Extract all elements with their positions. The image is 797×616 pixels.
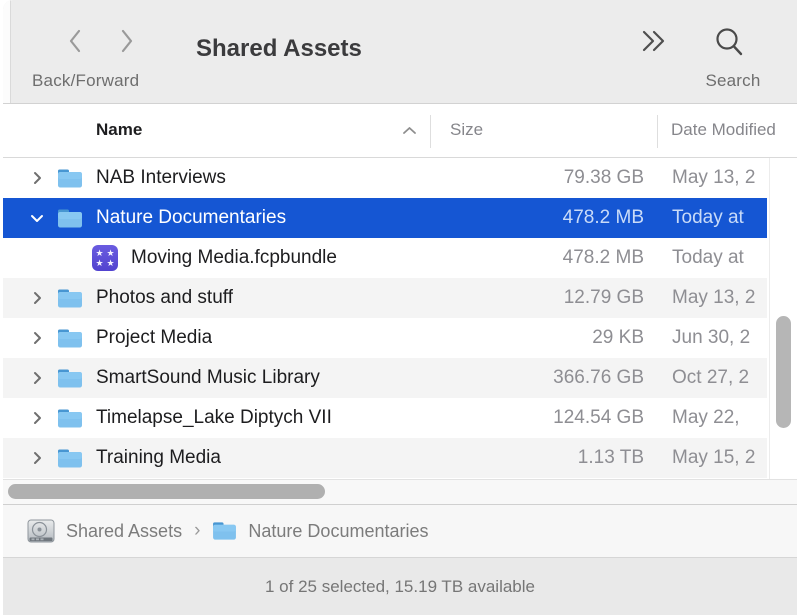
- disclosure-chevron-right-icon[interactable]: [30, 371, 44, 385]
- column-divider[interactable]: [430, 115, 431, 148]
- vertical-scrollbar-track[interactable]: [769, 158, 797, 479]
- file-date-modified: May 13, 2: [672, 167, 756, 188]
- file-size: 366.76 GB: [553, 367, 644, 388]
- window-title: Shared Assets: [196, 35, 362, 62]
- file-date-modified: Oct 27, 2: [672, 367, 750, 388]
- file-date-modified: May 13, 2: [672, 287, 756, 308]
- finder-window: Back/Forward Shared Assets Search Name S…: [3, 0, 797, 616]
- file-date-modified: Today at: [672, 207, 744, 228]
- back-chevron-icon: [67, 28, 87, 54]
- path-item-label: Nature Documentaries: [248, 520, 429, 541]
- file-row[interactable]: ★ ★ ★ ★ Moving Media.fcpbundle 478.2 MB Tod…: [3, 238, 767, 278]
- file-size: 1.13 TB: [577, 447, 644, 468]
- file-date-modified: May 15, 2: [672, 447, 756, 468]
- file-name: Training Media: [96, 447, 221, 468]
- file-size: 12.79 GB: [563, 287, 644, 308]
- search-label: Search: [705, 71, 761, 90]
- forward-button[interactable]: [119, 28, 139, 54]
- disclosure-chevron-right-icon[interactable]: [30, 171, 44, 185]
- file-row[interactable]: Photos and stuff 12.79 GB May 13, 2: [3, 278, 767, 318]
- folder-icon: [57, 328, 83, 349]
- file-size: 79.38 GB: [563, 167, 644, 188]
- file-name: NAB Interviews: [96, 167, 226, 188]
- disclosure-chevron-right-icon[interactable]: [30, 451, 44, 465]
- path-item-volume[interactable]: Shared Assets: [27, 519, 182, 544]
- disclosure-chevron-right-icon[interactable]: [30, 331, 44, 345]
- file-size: 29 KB: [592, 327, 644, 348]
- file-date-modified: Today at: [672, 247, 744, 268]
- file-name: Timelapse_Lake Diptych VII: [96, 407, 332, 428]
- fcpbundle-icon: ★ ★ ★ ★: [92, 245, 118, 271]
- hard-drive-icon: [27, 519, 55, 544]
- file-name: Photos and stuff: [96, 287, 233, 308]
- double-chevron-overflow-icon: [639, 29, 667, 53]
- file-name: Moving Media.fcpbundle: [131, 247, 337, 268]
- status-text: 1 of 25 selected, 15.19 TB available: [265, 576, 535, 596]
- horizontal-scrollbar-thumb[interactable]: [8, 484, 325, 499]
- column-divider[interactable]: [657, 115, 658, 148]
- file-name: Nature Documentaries: [96, 207, 287, 228]
- path-item-label: Shared Assets: [66, 520, 183, 541]
- file-size: 478.2 MB: [562, 207, 644, 228]
- folder-icon: [57, 408, 83, 429]
- file-row[interactable]: Project Media 29 KB Jun 30, 2: [3, 318, 767, 358]
- disclosure-chevron-right-icon[interactable]: [30, 291, 44, 305]
- sort-ascending-chevron-icon[interactable]: [402, 126, 417, 135]
- file-size: 478.2 MB: [562, 247, 644, 268]
- path-separator-chevron: ›: [194, 520, 201, 541]
- file-name: SmartSound Music Library: [96, 367, 320, 388]
- file-name: Project Media: [96, 327, 213, 348]
- column-header-size[interactable]: Size: [450, 120, 484, 139]
- toolbar: Back/Forward Shared Assets Search: [3, 0, 797, 104]
- back-forward-label: Back/Forward: [32, 71, 140, 90]
- folder-icon: [57, 208, 83, 229]
- folder-icon: [57, 168, 83, 189]
- folder-icon: [57, 368, 83, 389]
- file-row-selected[interactable]: Nature Documentaries 478.2 MB Today at: [3, 198, 767, 238]
- file-date-modified: Jun 30, 2: [672, 327, 751, 348]
- vertical-scrollbar-thumb[interactable]: [776, 316, 791, 428]
- horizontal-scrollbar-track[interactable]: [3, 480, 797, 505]
- path-item-folder[interactable]: Nature Documentaries: [212, 520, 429, 542]
- forward-chevron-icon: [119, 28, 139, 54]
- column-header-date-modified[interactable]: Date Modified: [671, 120, 776, 139]
- column-header-name[interactable]: Name: [96, 120, 143, 139]
- disclosure-chevron-down-icon[interactable]: [30, 211, 44, 225]
- sidebar-edge-divider: [3, 0, 11, 103]
- file-date-modified: May 22,: [672, 407, 740, 428]
- folder-icon: [57, 288, 83, 309]
- status-bar: 1 of 25 selected, 15.19 TB available: [3, 558, 797, 615]
- search-icon: [713, 26, 745, 58]
- folder-icon: [212, 521, 237, 541]
- file-list: NAB Interviews 79.38 GB May 13, 2 Nature…: [3, 158, 797, 480]
- column-header-row: Name Size Date Modified: [3, 104, 797, 158]
- path-bar: Shared Assets › Nature Documentaries: [3, 505, 797, 558]
- file-row[interactable]: Training Media 1.13 TB May 15, 2: [3, 438, 767, 478]
- search-button[interactable]: [713, 26, 745, 58]
- back-button[interactable]: [67, 28, 87, 54]
- folder-icon: [57, 448, 83, 469]
- file-row[interactable]: Timelapse_Lake Diptych VII 124.54 GB May…: [3, 398, 767, 438]
- disclosure-chevron-right-icon[interactable]: [30, 411, 44, 425]
- toolbar-overflow-button[interactable]: [639, 29, 667, 53]
- file-row[interactable]: NAB Interviews 79.38 GB May 13, 2: [3, 158, 767, 198]
- file-size: 124.54 GB: [553, 407, 644, 428]
- file-row[interactable]: SmartSound Music Library 366.76 GB Oct 2…: [3, 358, 767, 398]
